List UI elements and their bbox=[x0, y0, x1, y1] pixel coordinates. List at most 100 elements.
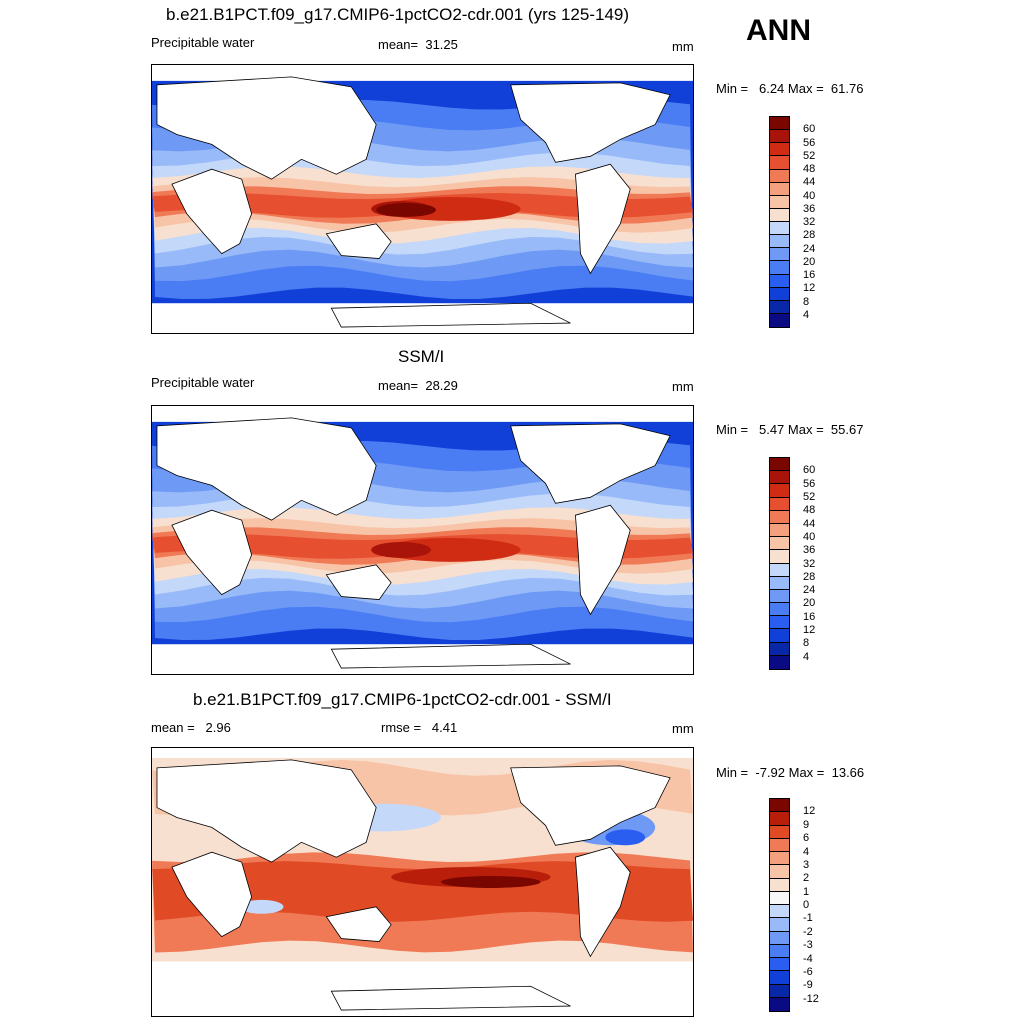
panel2-left-label: Precipitable water bbox=[151, 375, 255, 390]
colorbar-swatch bbox=[770, 918, 789, 932]
colorbar-swatch bbox=[770, 130, 789, 144]
panel1-mean: mean= 31.25 bbox=[378, 37, 458, 52]
colorbar-tick-label: 40 bbox=[803, 189, 816, 202]
colorbar-swatch bbox=[770, 629, 789, 643]
colorbar-tick-label: 3 bbox=[803, 858, 810, 871]
panel2-colorbar bbox=[769, 457, 790, 670]
colorbar-tick-label: 24 bbox=[803, 242, 816, 255]
colorbar-tick-label: 4 bbox=[803, 308, 810, 321]
colorbar-tick-label: -3 bbox=[803, 939, 813, 952]
colorbar-tick-label: 52 bbox=[803, 149, 816, 162]
colorbar-tick-label: 12 bbox=[803, 624, 816, 637]
colorbar-swatch bbox=[770, 838, 789, 852]
colorbar-tick-label: -6 bbox=[803, 965, 813, 978]
colorbar-swatch bbox=[770, 537, 789, 551]
panel1-units: mm bbox=[672, 39, 694, 54]
panel2-minmax: Min = 5.47 Max = 55.67 bbox=[716, 422, 864, 437]
colorbar-swatch bbox=[770, 616, 789, 630]
colorbar-swatch bbox=[770, 208, 789, 222]
colorbar-tick-label: 16 bbox=[803, 610, 816, 623]
colorbar-swatch bbox=[770, 497, 789, 511]
panel3-mean: mean = 2.96 bbox=[151, 720, 231, 735]
colorbar-swatch bbox=[770, 603, 789, 617]
colorbar-swatch bbox=[770, 274, 789, 288]
colorbar-swatch bbox=[770, 169, 789, 183]
colorbar-swatch bbox=[770, 997, 789, 1011]
colorbar-tick-label: 32 bbox=[803, 557, 816, 570]
panel1-colorbar bbox=[769, 116, 790, 328]
panel2-mean: mean= 28.29 bbox=[378, 378, 458, 393]
colorbar-tick-label: 36 bbox=[803, 544, 816, 557]
colorbar-tick-label: 12 bbox=[803, 282, 816, 295]
colorbar-swatch bbox=[770, 117, 789, 131]
colorbar-tick-label: 2 bbox=[803, 872, 810, 885]
colorbar-tick-label: -12 bbox=[803, 992, 819, 1005]
colorbar-swatch bbox=[770, 891, 789, 905]
colorbar-swatch bbox=[770, 248, 789, 262]
colorbar-swatch bbox=[770, 484, 789, 498]
colorbar-swatch bbox=[770, 458, 789, 472]
colorbar-tick-label: 4 bbox=[803, 650, 810, 663]
colorbar-tick-label: 16 bbox=[803, 269, 816, 281]
colorbar-swatch bbox=[770, 642, 789, 656]
colorbar-swatch bbox=[770, 550, 789, 564]
panel3-units: mm bbox=[672, 721, 694, 736]
panel1-left-label: Precipitable water bbox=[151, 35, 255, 50]
colorbar-tick-label: 8 bbox=[803, 637, 810, 650]
colorbar-swatch bbox=[770, 865, 789, 879]
colorbar-tick-label: -4 bbox=[803, 952, 813, 965]
colorbar-tick-label: 32 bbox=[803, 216, 816, 228]
colorbar-swatch bbox=[770, 523, 789, 538]
colorbar-tick-label: 4 bbox=[803, 845, 810, 858]
colorbar-swatch bbox=[770, 878, 789, 892]
colorbar-swatch bbox=[770, 931, 789, 945]
colorbar-tick-label: -1 bbox=[803, 912, 813, 925]
colorbar-tick-label: 28 bbox=[803, 229, 816, 242]
panel2-map bbox=[151, 405, 694, 675]
colorbar-tick-label: 52 bbox=[803, 490, 816, 503]
panel3-map bbox=[151, 747, 694, 1017]
colorbar-tick-label: 28 bbox=[803, 570, 816, 583]
colorbar-tick-label: 0 bbox=[803, 899, 810, 911]
colorbar-tick-label: 9 bbox=[803, 818, 810, 831]
colorbar-tick-label: 44 bbox=[803, 176, 816, 189]
colorbar-swatch bbox=[770, 655, 789, 669]
colorbar-swatch bbox=[770, 944, 789, 958]
colorbar-swatch bbox=[770, 958, 789, 972]
colorbar-swatch bbox=[770, 235, 789, 249]
colorbar-tick-label: 20 bbox=[803, 597, 816, 610]
season-label: ANN bbox=[746, 14, 811, 47]
colorbar-tick-label: 20 bbox=[803, 255, 816, 268]
colorbar-tick-label: 12 bbox=[803, 805, 816, 818]
panel1-title: b.e21.B1PCT.f09_g17.CMIP6-1pctCO2-cdr.00… bbox=[166, 5, 630, 24]
colorbar-swatch bbox=[770, 589, 789, 604]
panel3-minmax: Min = -7.92 Max = 13.66 bbox=[716, 765, 865, 780]
colorbar-tick-label: -9 bbox=[803, 979, 813, 992]
colorbar-tick-label: 60 bbox=[803, 464, 816, 477]
panel1-minmax: Min = 6.24 Max = 61.76 bbox=[716, 81, 864, 96]
colorbar-swatch bbox=[770, 852, 789, 866]
colorbar-swatch bbox=[770, 222, 789, 236]
panel2-units: mm bbox=[672, 379, 694, 394]
colorbar-swatch bbox=[770, 261, 789, 275]
colorbar-swatch bbox=[770, 905, 789, 919]
colorbar-tick-label: 56 bbox=[803, 477, 816, 490]
panel3-colorbar bbox=[769, 798, 790, 1012]
colorbar-tick-label: 40 bbox=[803, 530, 816, 543]
colorbar-tick-label: 48 bbox=[803, 163, 816, 175]
colorbar-tick-label: 56 bbox=[803, 136, 816, 149]
colorbar-swatch bbox=[770, 576, 789, 590]
colorbar-tick-label: 60 bbox=[803, 123, 816, 136]
panel3-title: b.e21.B1PCT.f09_g17.CMIP6-1pctCO2-cdr.00… bbox=[193, 690, 612, 709]
colorbar-swatch bbox=[770, 156, 789, 170]
colorbar-swatch bbox=[770, 812, 789, 826]
colorbar-swatch bbox=[770, 143, 789, 157]
colorbar-tick-label: 1 bbox=[803, 885, 810, 898]
panel3-rmse: rmse = 4.41 bbox=[381, 720, 458, 735]
colorbar-swatch bbox=[770, 799, 789, 813]
colorbar-swatch bbox=[770, 195, 789, 209]
colorbar-swatch bbox=[770, 287, 789, 301]
colorbar-swatch bbox=[770, 300, 789, 314]
colorbar-swatch bbox=[770, 825, 789, 839]
panel2-title: SSM/I bbox=[398, 347, 445, 366]
